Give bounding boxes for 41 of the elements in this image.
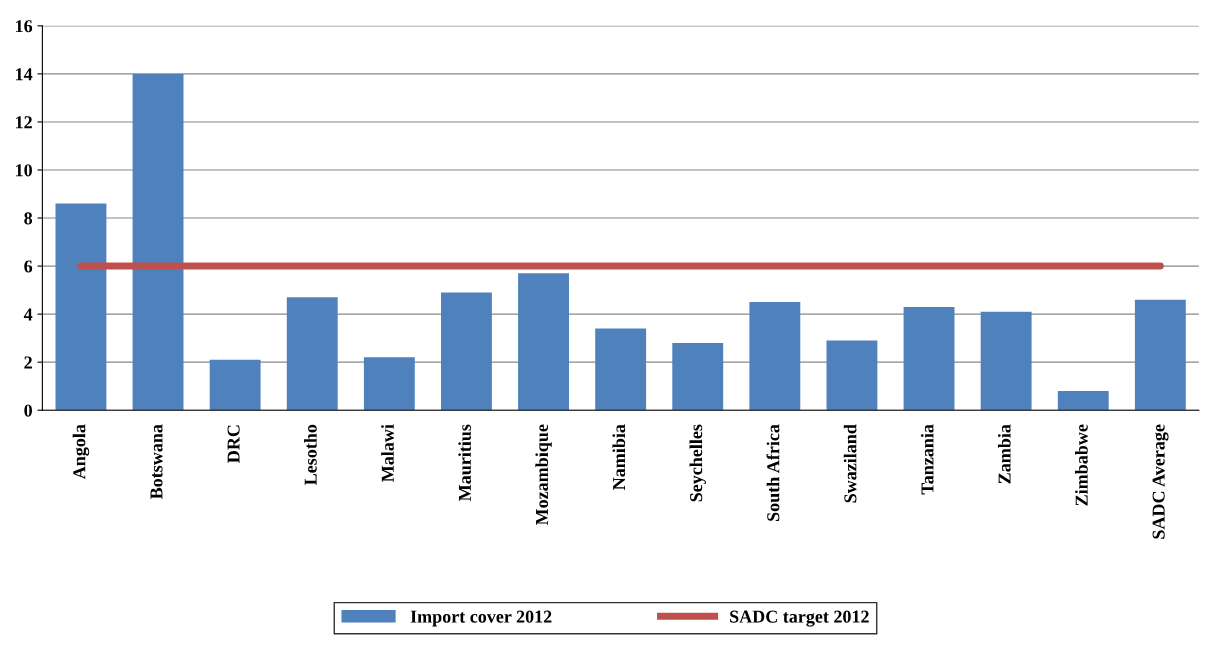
bar bbox=[209, 359, 261, 411]
bar bbox=[1057, 390, 1109, 411]
y-tick-label: 8 bbox=[24, 212, 33, 225]
x-tick-label: Seychelles bbox=[689, 424, 706, 502]
y-tick-label: 12 bbox=[16, 116, 32, 129]
bar bbox=[55, 203, 107, 411]
x-tick-label: South Africa bbox=[766, 424, 780, 521]
y-tick-label: 14 bbox=[16, 68, 33, 81]
x-tick-label: Mozambique bbox=[535, 424, 552, 526]
y-tick-label: 0 bbox=[24, 404, 32, 417]
bar bbox=[1134, 299, 1186, 411]
x-tick-label: Zambia bbox=[997, 424, 1011, 484]
x-tick-label: Angola bbox=[72, 424, 90, 480]
y-tick-label: 2 bbox=[24, 356, 32, 369]
legend-label: Import cover 2012 bbox=[410, 610, 552, 627]
bar bbox=[363, 357, 415, 411]
bar bbox=[749, 302, 801, 411]
x-tick-label: Malawi bbox=[381, 424, 394, 482]
y-tick-label: 16 bbox=[16, 20, 33, 33]
bar bbox=[440, 292, 492, 411]
x-tick-label: Mauritius bbox=[458, 424, 471, 502]
x-tick-label: DRC bbox=[227, 425, 240, 463]
bar bbox=[826, 340, 878, 411]
bar bbox=[903, 306, 955, 411]
bar bbox=[286, 297, 338, 411]
y-tick-label: 6 bbox=[24, 260, 33, 273]
bar bbox=[980, 311, 1032, 411]
legend-label: SADC target 2012 bbox=[730, 610, 869, 627]
y-tick-label: 4 bbox=[23, 308, 33, 321]
bar bbox=[672, 342, 724, 411]
x-tick-label: Zimbabwe bbox=[1075, 424, 1088, 506]
x-tick-label: Namibia bbox=[612, 424, 626, 490]
bar bbox=[132, 73, 184, 411]
x-tick-label: Tanzania bbox=[920, 424, 934, 495]
x-tick-label: SADC Average bbox=[1152, 424, 1169, 539]
x-tick-label: Botswana bbox=[150, 424, 163, 500]
x-tick-label: Swaziland bbox=[843, 424, 857, 503]
x-tick-label: Lesotho bbox=[304, 424, 317, 485]
bar bbox=[518, 273, 569, 411]
bar bbox=[595, 328, 647, 411]
y-tick-label: 10 bbox=[16, 164, 32, 177]
